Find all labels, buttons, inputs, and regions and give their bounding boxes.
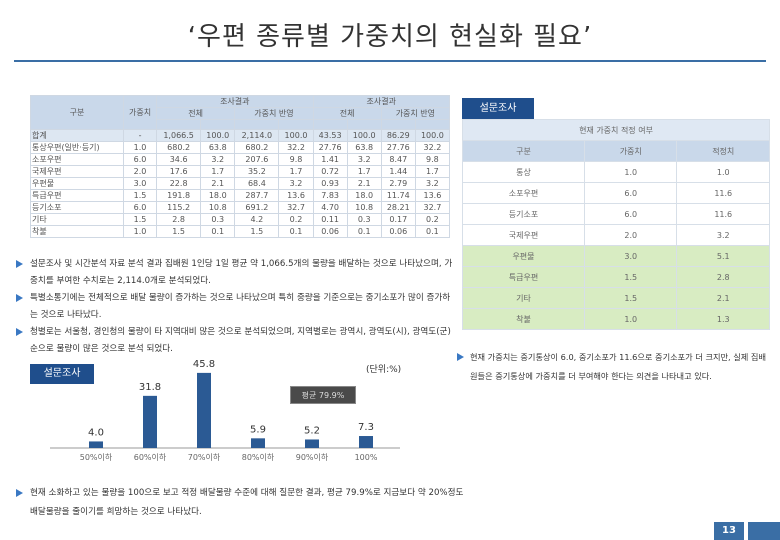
table-row: 소포우편 6.0 11.6 <box>462 182 770 204</box>
table-cell: 1.0 <box>123 224 158 238</box>
chart-value-label: 4.0 <box>88 427 104 438</box>
bullet-text: 청별로는 서울청, 경인청의 물량이 타 지역대비 많은 것으로 분석되었으며,… <box>30 327 451 354</box>
table-caption: 현재 가중치 적정 여부 <box>462 119 770 141</box>
chart-bar <box>251 438 265 448</box>
bullet-text: 설문조사 및 시간분석 자료 분석 결과 집배원 1인당 1일 평균 약 1,0… <box>30 259 453 286</box>
table-header-row: 현재 가중치 적정 여부 <box>462 119 770 141</box>
table-cell: 2.8 <box>676 266 770 288</box>
title-divider <box>14 60 766 62</box>
table-header-cell: 구분 <box>29 95 125 130</box>
chart-category-label: 80%이하 <box>242 452 275 462</box>
page-number: 13 <box>714 522 744 540</box>
right-note-text: 현재 가중치는 중기통상이 6.0, 중기소포가 11.6으로 중기소포가 더 … <box>470 352 766 381</box>
table-row: 착불 1.0 1.5 0.1 1.5 0.1 0.06 0.1 0.06 0.1 <box>29 224 451 238</box>
bullet-text: 특별소통기에는 전체적으로 배달 물량이 증가하는 것으로 나타났으며 특히 중… <box>30 293 451 320</box>
chart-category-label: 70%이하 <box>188 452 221 462</box>
table-cell: 2.1 <box>676 287 770 309</box>
chart-bar <box>305 439 319 448</box>
bullet-arrow-icon <box>16 328 23 336</box>
table-cell: 34.6 <box>156 152 202 166</box>
table-header-cell: 가중치 반영 <box>380 107 451 120</box>
bullet-item: 설문조사 및 시간분석 자료 분석 결과 집배원 1인당 1일 평균 약 1,0… <box>16 256 455 290</box>
table-row: 소포우편 6.0 34.6 3.2 207.6 9.8 1.41 3.2 8.47 9.8 <box>29 152 451 166</box>
table-cell: 1.5 <box>234 224 280 238</box>
table-cell: 4.2 <box>234 212 280 226</box>
chart-bar <box>89 441 103 448</box>
table-cell: 기타 <box>462 287 585 309</box>
chart-value-label: 5.9 <box>250 424 266 435</box>
table-cell: 우편물 <box>462 245 585 267</box>
table-header-cell: 적정치 <box>676 140 770 162</box>
chart-value-label: 7.3 <box>358 422 374 433</box>
table-header-row: 구분 가중치 조사결과 조사결과 <box>29 95 451 130</box>
table-cell: 1.0 <box>583 308 678 330</box>
table-cell: 32.2 <box>414 140 451 154</box>
table-cell: 착불 <box>462 308 585 330</box>
page-strip <box>748 522 780 540</box>
table-cell: 100.0 <box>200 128 236 142</box>
table-row: 특급우편 1.5 191.8 18.0 287.7 13.6 7.83 18.0 11.74 13… <box>29 188 451 202</box>
table-body: 통상 1.0 1.0 소포우편 6.0 11.6 등기소포 6.0 11.6 국제우편 2.0 3.2… <box>462 161 770 330</box>
table-cell: 1.3 <box>676 308 770 330</box>
table-row: 우편물 3.0 5.1 <box>462 245 770 267</box>
bullet-item: 청별로는 서울청, 경인청의 물량이 타 지역대비 많은 것으로 분석되었으며,… <box>16 324 455 358</box>
chart-bar <box>197 372 211 448</box>
unit-label: (단위:%) <box>366 365 402 375</box>
chart-category-label: 60%이하 <box>134 452 167 462</box>
bullet-item: 특별소통기에는 전체적으로 배달 물량이 증가하는 것으로 나타났으며 특히 중… <box>16 290 455 324</box>
chart-value-label: 5.2 <box>304 425 320 436</box>
chart-value-label: 45.8 <box>193 359 215 370</box>
table-header-row: 전체 가중치 반영 전체 가중치 반영 <box>31 107 451 120</box>
average-box: 평균 79.9% <box>290 386 356 404</box>
chart-category-label: 50%이하 <box>80 452 113 462</box>
weight-adequacy-table: 현재 가중치 적정 여부 구분 가중치 적정치 통상 1.0 1.0 소포우편 6.0 1… <box>462 119 770 330</box>
chart-category-label: 90%이하 <box>296 452 329 462</box>
table-header-cell: 전체 <box>312 107 382 120</box>
bullet-arrow-icon <box>16 489 23 497</box>
table-header-cell: 가중치 <box>583 140 678 162</box>
table-cell: 43.53 <box>312 128 348 142</box>
table-header-row: 구분 가중치 적정치 <box>462 140 770 162</box>
chart-value-label: 31.8 <box>139 382 161 393</box>
chart-bar <box>359 436 373 448</box>
bullet-arrow-icon <box>457 353 464 361</box>
table-cell: 0.06 <box>380 224 416 238</box>
table-cell: 합계 <box>29 128 125 142</box>
bullet-arrow-icon <box>16 260 23 268</box>
chart-tag: 설문조사 <box>30 364 94 384</box>
bottom-note-text: 현재 소화하고 있는 물량을 100으로 보고 적정 배달물량 수준에 대해 질… <box>30 488 464 517</box>
table-body: 합계 -1,066.5 100.0 2,114.0 100.0 43.53 100.0 86.… <box>29 128 451 238</box>
bullet-arrow-icon <box>16 294 23 302</box>
page-title: ‘우편 종류별 가중치의 현실화 필요’ <box>187 22 593 52</box>
delivery-volume-table: 구분 가중치 조사결과 조사결과 전체 가중치 반영 전체 가중치 반영 합계 -… <box>29 95 451 238</box>
table-header-row <box>31 119 451 130</box>
table-header-cell: 가중치 반영 <box>234 107 314 120</box>
table-row: 합계 -1,066.5 100.0 2,114.0 100.0 43.53 100.0 86.… <box>29 128 451 142</box>
chart-category-label: 100% <box>355 453 378 462</box>
bottom-note: 현재 소화하고 있는 물량을 100으로 보고 적정 배달물량 수준에 대해 질… <box>16 484 470 522</box>
table-row: 등기소포 6.0 115.2 10.8 691.2 32.7 4.70 10.8 28.21 32… <box>29 200 451 214</box>
right-note: 현재 가중치는 중기통상이 6.0, 중기소포가 11.6으로 중기소포가 더 … <box>457 348 770 386</box>
table-cell: 착불 <box>29 224 125 238</box>
survey-tag: 설문조사 <box>462 98 534 119</box>
table-row: 기타 1.5 2.1 <box>462 287 770 309</box>
table-cell: 0.2 <box>414 212 451 226</box>
table-cell: 86.29 <box>380 128 416 142</box>
table-cell: 0.1 <box>414 224 451 238</box>
table-row: 국제우편 2.0 3.2 <box>462 224 770 246</box>
table-header-cell: 전체 <box>156 107 236 120</box>
table-cell: 2,114.0 <box>234 128 280 142</box>
chart-bar <box>143 395 157 448</box>
table-cell: 1.5 <box>156 224 202 238</box>
table-header-cell: 가중치 <box>123 95 158 130</box>
table-cell: 100.0 <box>346 128 382 142</box>
summary-bullets: 설문조사 및 시간분석 자료 분석 결과 집배원 1인당 1일 평균 약 1,0… <box>16 256 455 358</box>
table-row: 착불 1.0 1.3 <box>462 308 770 330</box>
